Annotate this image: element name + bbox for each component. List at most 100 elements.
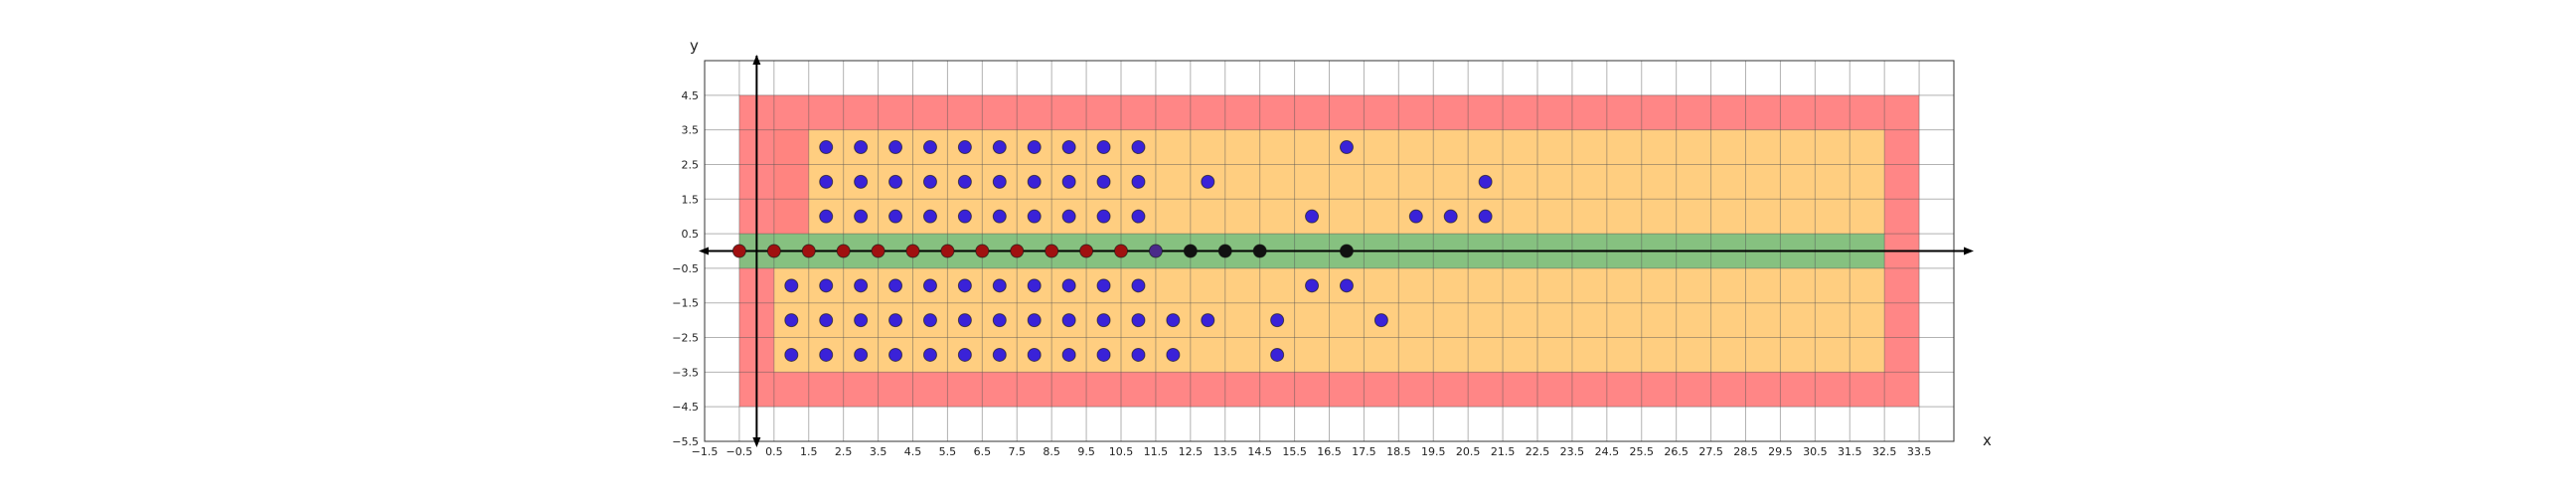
data-points [731, 140, 1493, 362]
data-point-s0 [888, 140, 903, 155]
x-tick-label: 29.5 [1768, 445, 1793, 458]
data-point-s0 [1201, 313, 1215, 328]
y-tick-label: 3.5 [682, 124, 700, 137]
x-tick-label: 21.5 [1491, 445, 1516, 458]
y-axis-arrow-down [752, 437, 761, 447]
x-tick-label: 13.5 [1213, 445, 1238, 458]
x-tick-label: 16.5 [1317, 445, 1342, 458]
data-point-s3 [1339, 244, 1354, 258]
data-point-s0 [1061, 313, 1076, 328]
y-tick-label: 1.5 [682, 193, 700, 206]
data-point-s0 [1131, 347, 1146, 362]
data-point-s0 [1305, 278, 1320, 293]
data-point-s1 [1045, 244, 1059, 258]
region-2 [773, 129, 809, 235]
data-point-s0 [992, 278, 1007, 293]
data-point-s0 [888, 347, 903, 362]
x-tick-label: 26.5 [1664, 445, 1689, 458]
data-point-s1 [871, 244, 886, 258]
data-point-s0 [784, 278, 799, 293]
x-tick-label: 22.5 [1526, 445, 1550, 458]
data-point-s0 [854, 347, 869, 362]
data-point-s0 [784, 313, 799, 328]
data-point-s0 [1096, 347, 1111, 362]
data-point-s0 [1201, 174, 1215, 189]
x-tick-label: 18.5 [1386, 445, 1411, 458]
data-point-s0 [854, 278, 869, 293]
data-point-s0 [854, 209, 869, 224]
data-point-s1 [836, 244, 851, 258]
data-point-s0 [1061, 174, 1076, 189]
y-tick-label: −1.5 [672, 297, 699, 310]
x-tick-label: 24.5 [1595, 445, 1620, 458]
data-point-s0 [922, 174, 937, 189]
data-point-s0 [888, 278, 903, 293]
x-tick-label: 8.5 [1043, 445, 1060, 458]
x-tick-label: −1.5 [692, 445, 719, 458]
y-axis-arrow-up [752, 55, 761, 65]
x-tick-label: 31.5 [1838, 445, 1862, 458]
data-point-s0 [888, 209, 903, 224]
data-point-s0 [1373, 313, 1388, 328]
data-point-s0 [1408, 209, 1423, 224]
data-point-s0 [992, 209, 1007, 224]
data-point-s0 [1061, 140, 1076, 155]
x-tick-label: 27.5 [1698, 445, 1723, 458]
x-tick-label: 28.5 [1733, 445, 1758, 458]
data-point-s1 [731, 244, 746, 258]
data-point-s0 [819, 174, 834, 189]
data-point-s0 [1027, 209, 1042, 224]
x-tick-label: 19.5 [1421, 445, 1446, 458]
data-point-s0 [1027, 313, 1042, 328]
x-tick-label: 11.5 [1144, 445, 1169, 458]
x-tick-label: 5.5 [939, 445, 957, 458]
data-point-s0 [1061, 347, 1076, 362]
x-tick-label: 15.5 [1282, 445, 1307, 458]
data-point-s0 [1478, 174, 1493, 189]
data-point-s1 [1079, 244, 1094, 258]
data-point-s0 [1443, 209, 1458, 224]
y-tick-label: 2.5 [682, 158, 700, 171]
x-tick-label: −0.5 [726, 445, 753, 458]
data-point-s0 [992, 347, 1007, 362]
x-tick-label: 12.5 [1179, 445, 1204, 458]
x-tick-label: 9.5 [1077, 445, 1095, 458]
data-point-s0 [888, 313, 903, 328]
data-point-s1 [1010, 244, 1025, 258]
x-axis-arrow-left [699, 247, 709, 255]
data-point-s0 [1096, 278, 1111, 293]
data-point-s0 [854, 174, 869, 189]
data-point-s1 [940, 244, 955, 258]
x-tick-label: 3.5 [870, 445, 887, 458]
data-point-s0 [819, 347, 834, 362]
data-point-s0 [1027, 174, 1042, 189]
tick-labels: −1.5 −0.5 0.5 1.5 2.5 3.5 4.5 5.5 6.5 7.5 8.5 9.5 10… [672, 89, 1931, 458]
y-tick-label: −5.5 [672, 435, 699, 448]
data-point-s3 [1217, 244, 1232, 258]
data-point-s0 [1131, 278, 1146, 293]
data-point-s0 [992, 313, 1007, 328]
data-point-s0 [819, 209, 834, 224]
y-tick-label: −0.5 [672, 262, 699, 275]
x-tick-label: 17.5 [1352, 445, 1376, 458]
data-point-s0 [1027, 278, 1042, 293]
data-point-s0 [1131, 209, 1146, 224]
x-tick-label: 32.5 [1872, 445, 1897, 458]
x-tick-label: 25.5 [1630, 445, 1655, 458]
y-axis-label: y [690, 37, 699, 55]
data-point-s0 [1061, 278, 1076, 293]
data-point-s0 [854, 140, 869, 155]
y-tick-label: 4.5 [682, 89, 700, 102]
y-tick-label: −2.5 [672, 332, 699, 345]
x-axis-arrow-right [1964, 247, 1974, 255]
data-point-s0 [992, 140, 1007, 155]
data-point-s0 [1027, 347, 1042, 362]
x-tick-label: 4.5 [904, 445, 922, 458]
data-point-s0 [922, 313, 937, 328]
data-point-s0 [922, 278, 937, 293]
data-point-s0 [1131, 140, 1146, 155]
data-point-s0 [1131, 313, 1146, 328]
data-point-s0 [1027, 140, 1042, 155]
data-point-s0 [854, 313, 869, 328]
